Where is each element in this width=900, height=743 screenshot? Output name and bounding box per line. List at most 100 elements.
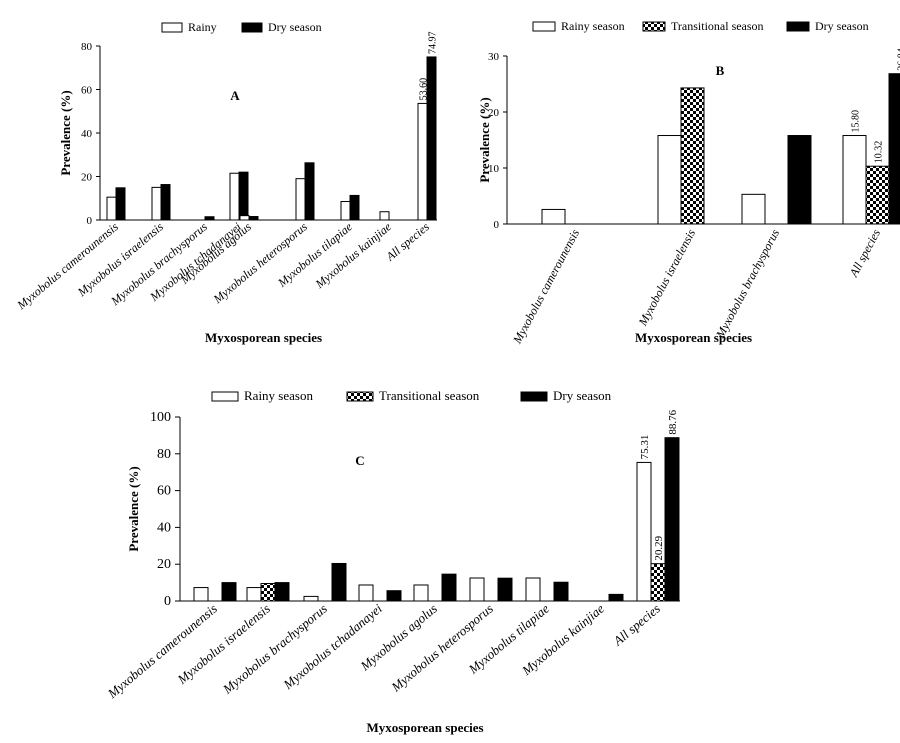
bar [349, 194, 360, 221]
legend-label: Transitional season [671, 19, 764, 33]
bar [525, 577, 541, 602]
legend-swatch [161, 22, 183, 33]
y-tick-label: 20 [81, 172, 93, 184]
bar [650, 563, 666, 602]
bar [541, 208, 566, 225]
legend-label: Dry season [553, 388, 612, 403]
legend-swatch [346, 391, 374, 402]
x-tick-label: Myxobolus brachysporus [219, 601, 330, 697]
bar [608, 593, 624, 602]
panel-letter: A [230, 88, 240, 103]
legend-swatch [211, 391, 239, 402]
data-label: 74.97 [428, 31, 439, 54]
y-tick-label: 0 [164, 594, 171, 609]
panel-letter: B [716, 63, 725, 78]
bar [553, 581, 569, 602]
bar [238, 171, 249, 221]
data-label: 26.84 [897, 48, 900, 71]
bar [636, 461, 652, 602]
bar [417, 102, 428, 221]
y-tick-label: 30 [488, 51, 500, 63]
data-label: 75.31 [639, 435, 651, 460]
bar [248, 216, 259, 221]
x-tick-label: Myxobolus brachysporus [713, 227, 783, 342]
y-axis-title: Prevalence (%) [58, 90, 73, 175]
bar [160, 184, 171, 221]
legend: Rainy season Transitional season Dry seaso… [532, 19, 869, 33]
bar [358, 584, 374, 602]
y-tick-label: 100 [150, 410, 171, 425]
legend-swatch [642, 21, 666, 32]
bar [497, 577, 513, 602]
bar [115, 187, 126, 221]
bar [664, 437, 680, 602]
y-tick-label: 0 [87, 215, 93, 227]
bar [151, 186, 162, 221]
legend-label: Dry season [815, 19, 869, 33]
y-tick-label: 60 [157, 484, 171, 499]
bar [413, 584, 429, 602]
panel-letter: C [355, 453, 364, 468]
y-tick-label: 40 [81, 128, 93, 140]
bar [274, 582, 290, 602]
y-axis-title: Prevalence (%) [477, 97, 492, 182]
legend-label: Rainy season [561, 19, 625, 33]
legend-swatch [241, 22, 263, 33]
legend-swatch [786, 21, 810, 32]
legend: Rainy season Transitional season Dry seaso… [211, 388, 612, 403]
data-label: 20.29 [653, 535, 665, 560]
bar [221, 582, 237, 602]
y-tick-label: 0 [494, 219, 500, 231]
y-axis-title: Prevalence (%) [126, 466, 141, 551]
legend-label: Transitional season [379, 388, 480, 403]
x-tick-label: Myxobolus israelensis [174, 601, 273, 688]
legend-swatch [520, 391, 548, 402]
bar [842, 135, 867, 225]
x-tick-label: All species [610, 601, 663, 649]
bar [295, 178, 306, 221]
y-tick-label: 60 [81, 85, 93, 97]
chart-panel-b: 0 10 20 30 Myxobolus camerounensis Myxobolus … [477, 19, 900, 347]
x-axis-title: Myxosporean species [205, 330, 322, 345]
x-tick-label: Myxobolus camerounensis [510, 227, 583, 347]
data-label: 53.60 [419, 78, 430, 101]
bar [865, 165, 890, 225]
y-tick-label: 20 [488, 107, 500, 119]
bar [426, 56, 437, 221]
bar [303, 595, 319, 602]
bar [204, 216, 215, 221]
x-axis-title: Myxosporean species [366, 720, 483, 735]
bar [888, 73, 900, 225]
legend-label: Rainy [188, 20, 217, 34]
x-tick-label: Myxobolus heterosporus [388, 601, 496, 695]
bar [741, 193, 766, 225]
bar [229, 172, 240, 221]
bar [469, 577, 485, 602]
bar [246, 587, 262, 602]
data-label: 10.32 [874, 141, 885, 164]
bar [379, 211, 390, 221]
bar [386, 590, 402, 602]
bar [680, 87, 705, 225]
bar [304, 162, 315, 221]
y-tick-label: 10 [488, 163, 500, 175]
legend-swatch [532, 21, 556, 32]
y-tick-label: 20 [157, 557, 171, 572]
legend-label: Dry season [268, 20, 322, 34]
bar [441, 573, 457, 602]
bar [106, 196, 117, 221]
bar [340, 201, 351, 221]
bar [657, 135, 682, 225]
x-tick-label: Myxobolus tchadanayei [280, 601, 386, 693]
x-tick-label: Myxobolus israelensis [635, 227, 698, 329]
y-tick-label: 40 [157, 520, 171, 535]
y-tick-label: 80 [157, 447, 171, 462]
bar [787, 135, 812, 225]
data-label: 15.80 [851, 110, 862, 133]
legend: Rainy Dry season [161, 20, 322, 34]
bar [260, 583, 276, 602]
bar [193, 587, 209, 602]
